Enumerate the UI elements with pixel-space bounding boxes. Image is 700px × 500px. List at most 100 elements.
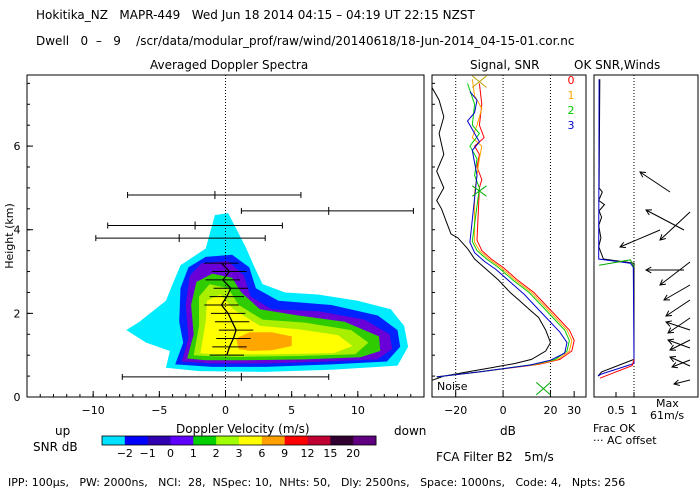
colorbar-segment — [261, 436, 286, 445]
wind-arrow — [645, 209, 685, 231]
colorbar-tick-label: 6 — [258, 447, 265, 460]
colorbar-label: SNR dB — [33, 440, 78, 454]
winds-plot: 0.5 1 — [597, 75, 691, 417]
x-tick-label: 0 — [222, 404, 229, 417]
y-tick-label: 0 — [14, 391, 21, 404]
colorbar-tick-label: 2 — [213, 447, 220, 460]
wind-arrow — [667, 339, 691, 349]
noise-marker — [535, 381, 551, 396]
winds-x-tick-label: 1 — [631, 404, 638, 417]
snr-mid-marker — [471, 185, 487, 197]
wind-arrow — [659, 261, 691, 286]
spectra-axes: −10 −5 0 5 10 0 2 4 6 Height (km) — [3, 82, 425, 417]
snr-series-0 — [431, 87, 552, 381]
colorbar-segment — [284, 436, 308, 445]
colorbar-tick-label: 1 — [190, 447, 197, 460]
snr-x-tick-label: 0 — [500, 404, 507, 417]
colorbar-segment — [353, 436, 377, 445]
colorbar-tick-label: 9 — [281, 447, 288, 460]
wind-arrow — [639, 171, 671, 193]
x-tick-label: −10 — [82, 404, 105, 417]
wind-arrow-head — [665, 310, 673, 317]
winds-x-tick-label: 0.5 — [607, 404, 625, 417]
spectra-ylabel: Height (km) — [3, 203, 16, 269]
snr-x-tick-label: 30 — [567, 404, 581, 417]
wind-arrow-head — [667, 327, 675, 334]
snr-x-tick-label: 20 — [543, 404, 557, 417]
snr-x-tick-label: −20 — [444, 404, 467, 417]
wind-arrow — [665, 321, 691, 331]
colorbar-segment — [124, 436, 149, 445]
colorbar-segment — [170, 436, 194, 445]
wind-arrow — [669, 356, 691, 367]
colorbar: −2 −1 0 1 2 3 6 9 12 15 20 — [101, 435, 377, 460]
frac-ok-label: Frac OK — [593, 422, 636, 435]
colorbar-frame — [101, 435, 377, 446]
wind-arrow — [665, 299, 691, 317]
snr-series-1 — [436, 83, 575, 378]
colorbar-tick-label: 15 — [323, 447, 337, 460]
wind-arrow-head — [663, 294, 671, 301]
beam-label: 3 — [568, 119, 575, 132]
colorbar-tick-label: −2 — [117, 447, 133, 460]
winds-series-0 — [597, 79, 635, 377]
wind-arrow — [619, 229, 661, 248]
colorbar-tick-label: −1 — [140, 447, 156, 460]
colorbar-segment — [239, 436, 263, 445]
snr-plot: −20 0 20 30 0 1 2 3 Noise — [431, 74, 581, 417]
beam-label: 2 — [568, 104, 575, 117]
winds-series-1 — [597, 79, 635, 377]
snr-series-2 — [436, 79, 573, 378]
wind-arrow — [671, 359, 691, 368]
up-label: up — [55, 424, 71, 438]
colorbar-segment — [330, 436, 354, 445]
ac-offset-label: ··· AC offset — [593, 434, 657, 447]
colorbar-segment — [193, 436, 217, 445]
snr-top-marker — [471, 75, 487, 88]
snr-series-3 — [436, 83, 570, 378]
spectra-contours — [126, 213, 409, 372]
spectra-overlays — [95, 75, 414, 397]
wind-arrow — [669, 339, 691, 351]
colorbar-tick-label: 0 — [167, 447, 174, 460]
dwell-line: Dwell 0 – 9 /scr/data/modular_prof/raw/w… — [36, 34, 575, 48]
y-tick-label: 4 — [14, 224, 21, 237]
snr-title: Signal, SNR — [470, 58, 540, 72]
snr-frame — [431, 74, 587, 398]
winds-title: OK SNR,Winds — [574, 58, 661, 72]
colorbar-segment — [147, 436, 171, 445]
snr-series-4 — [436, 91, 568, 378]
colorbar-tick-label: 20 — [346, 447, 360, 460]
wind-arrow-head — [659, 279, 667, 286]
beam-label: 1 — [568, 89, 575, 102]
wind-arrow-head — [645, 209, 653, 216]
wind-arrow-head — [671, 362, 679, 369]
wind-arrow — [663, 284, 691, 301]
wind-arrow — [673, 379, 691, 385]
winds-ok-red — [599, 359, 635, 379]
colorbar-segment — [102, 436, 126, 445]
winds-ok-green — [598, 259, 635, 268]
snr-xlabel: dB — [500, 424, 516, 438]
colorbar-segment — [307, 436, 331, 445]
x-tick-label: 5 — [288, 404, 295, 417]
y-tick-label: 2 — [14, 307, 21, 320]
y-tick-label: 6 — [14, 140, 21, 153]
wind-arrow-head — [644, 266, 652, 274]
wind-arrow-head — [619, 241, 627, 249]
beam-label: 0 — [568, 74, 575, 87]
max-value: 61m/s — [650, 409, 685, 422]
params-line: IPP: 100μs, PW: 2000ns, NCI: 28, NSpec: … — [8, 476, 626, 489]
wind-arrow-head — [667, 338, 675, 345]
wind-arrow-head — [639, 171, 647, 178]
wind-arrow-head — [669, 344, 677, 351]
filter-line: FCA Filter B2 5m/s — [436, 450, 554, 464]
wind-arrow-head — [659, 234, 666, 241]
spectra-title: Averaged Doppler Spectra — [150, 58, 309, 72]
wind-arrow-head — [669, 356, 677, 363]
wind-arrow — [659, 211, 691, 241]
colorbar-segment — [216, 436, 240, 445]
colorbar-tick-label: 12 — [301, 447, 315, 460]
title-line: Hokitika_NZ MAPR-449 Wed Jun 18 2014 04:… — [36, 8, 475, 22]
